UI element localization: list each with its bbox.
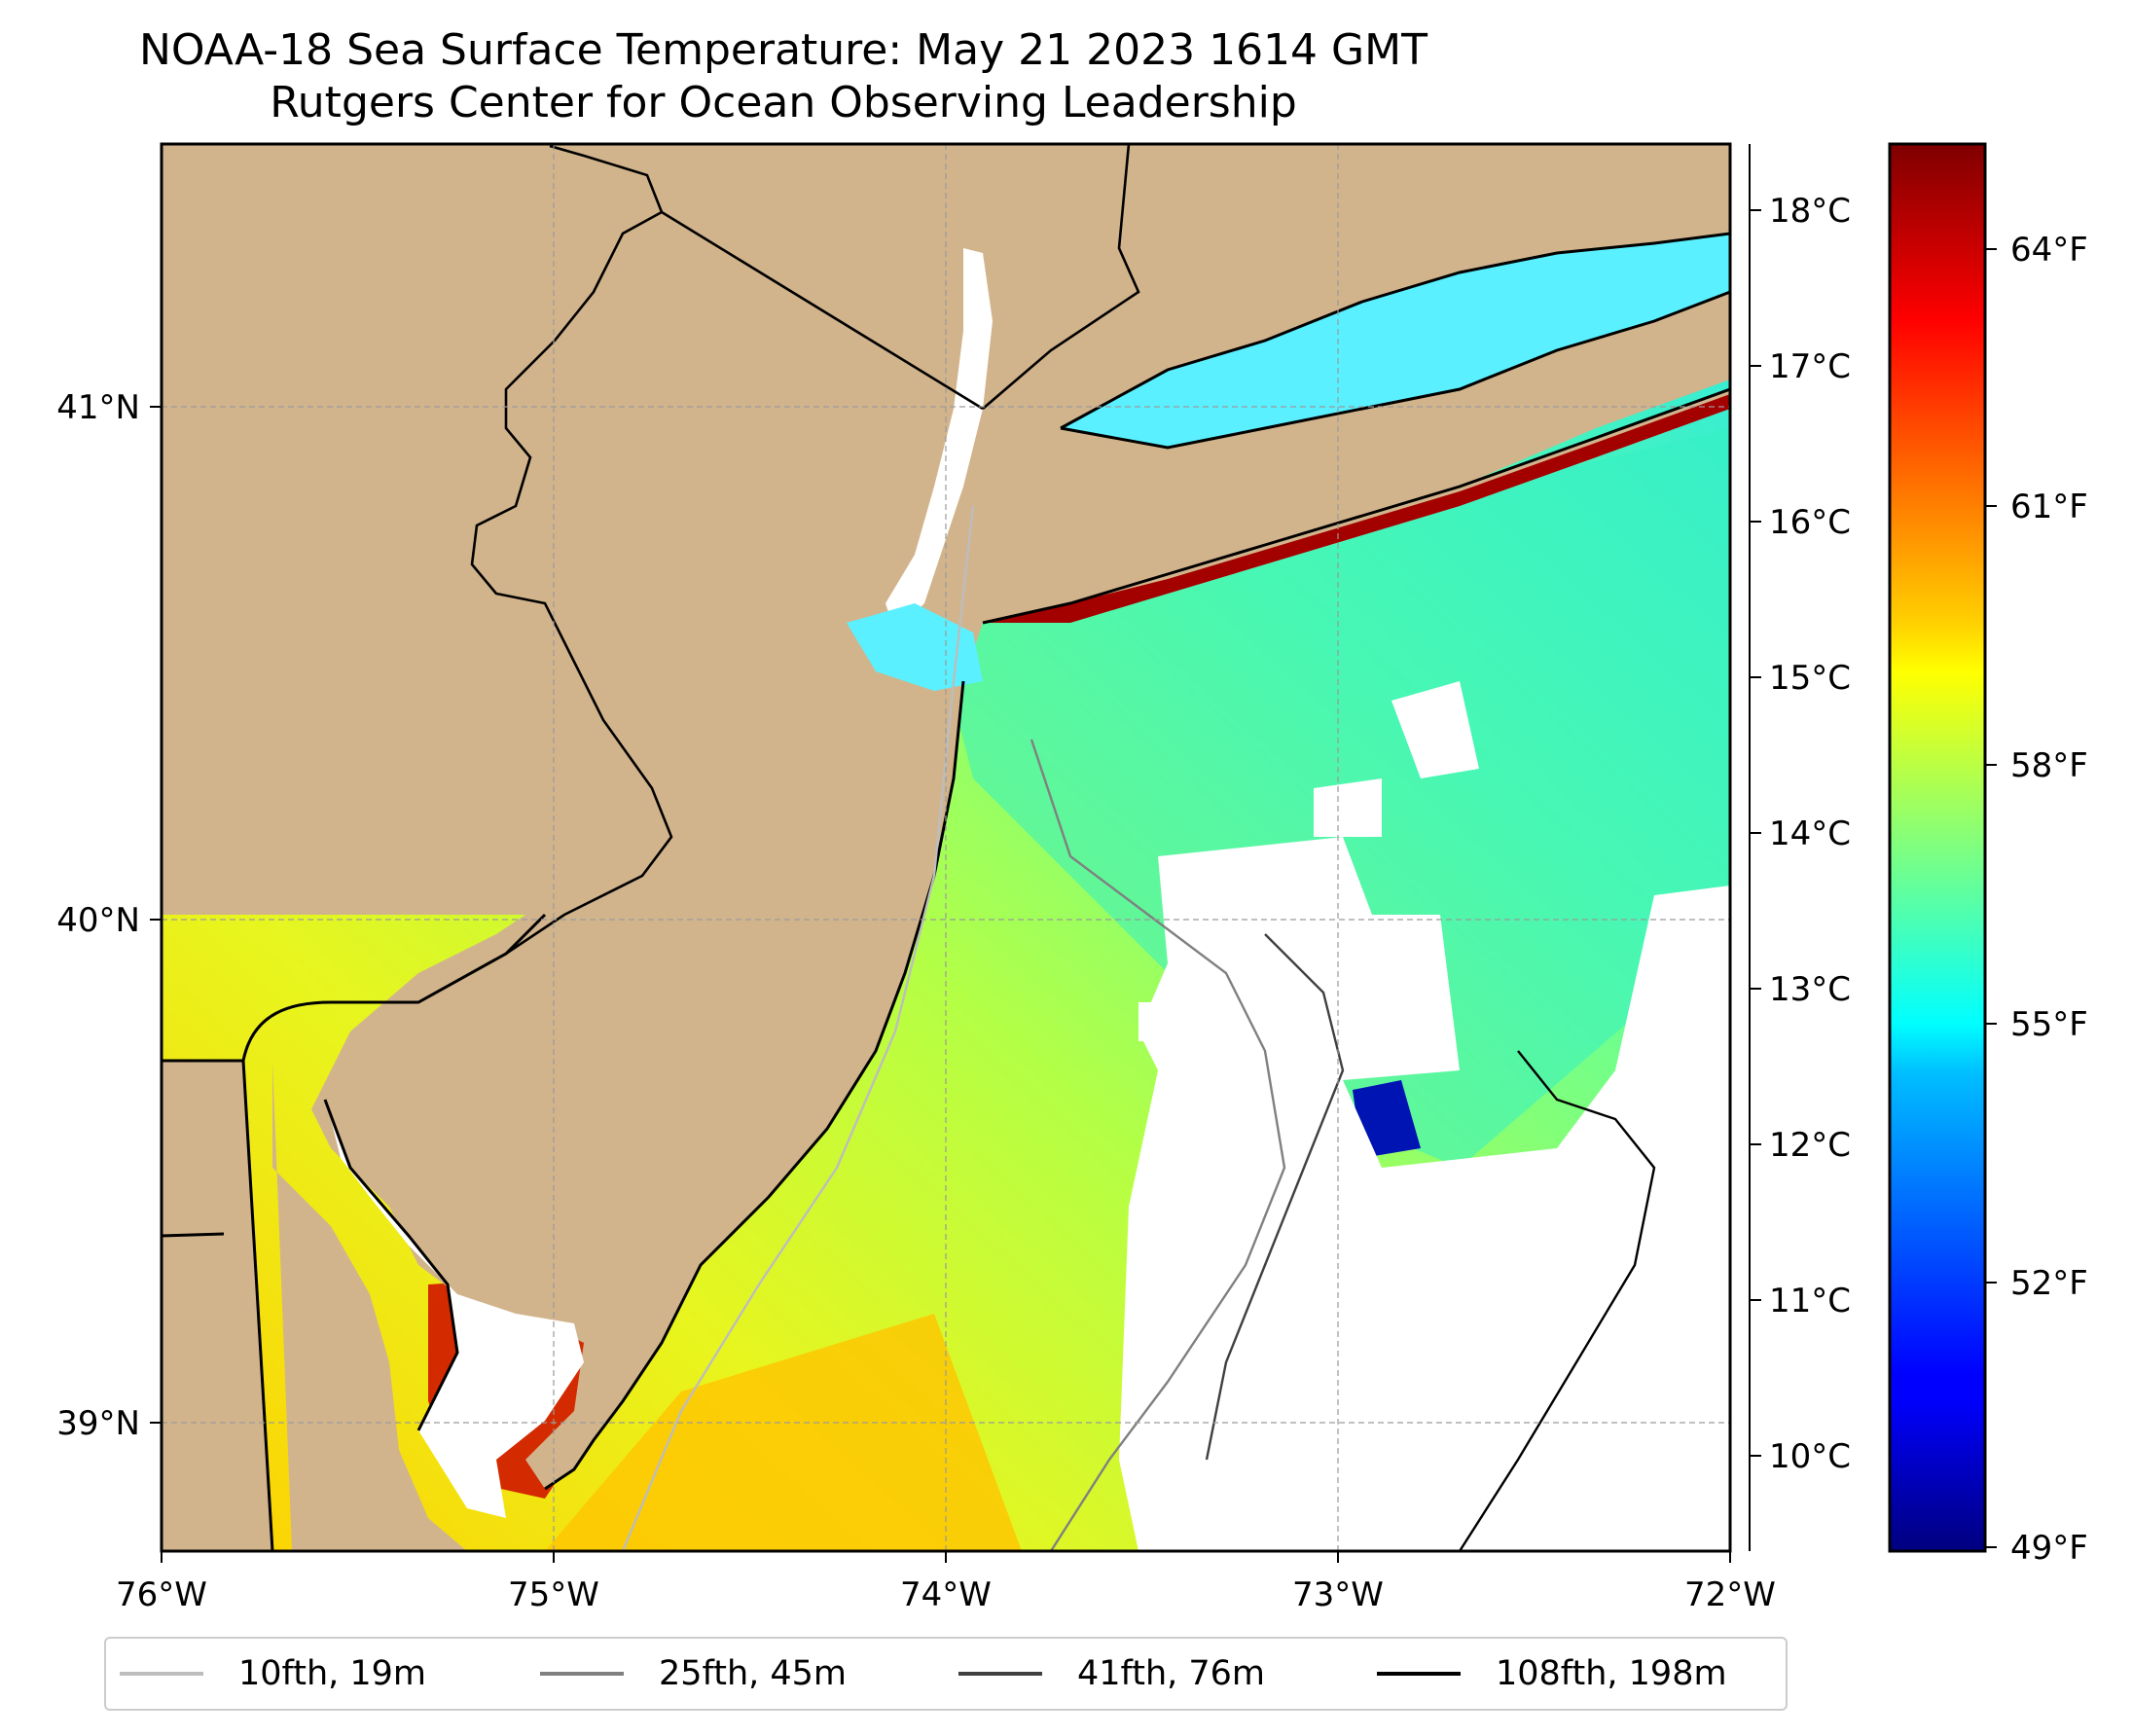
celsius-ticks [1750,209,1761,1457]
isobath-198m [1458,1050,1656,1551]
new-york-harbor [847,603,983,691]
warm-nearshore-water [545,1314,1022,1551]
land-delmarva [272,1061,467,1551]
legend-swatch [540,1672,624,1676]
legend-label: 41fth, 76m [1077,1654,1266,1693]
lon-label: 74°W [900,1575,992,1614]
celsius-labels: 18°C 17°C 16°C 15°C 14°C 13°C 12°C 11°C … [1769,192,1851,1476]
legend-swatch [958,1672,1042,1676]
map-title: NOAA-18 Sea Surface Temperature: May 21 … [139,25,1427,75]
lon-label: 72°W [1684,1575,1776,1614]
fahrenheit-labels: 64°F 61°F 58°F 55°F 52°F 49°F [2010,231,2088,1568]
lat-label: 40°N [56,901,140,940]
legend-item-10fth: 10fth, 19m [120,1639,426,1709]
celsius-label: 18°C [1769,192,1851,231]
celsius-label: 16°C [1769,503,1851,542]
cold-patch-offshore [1353,1080,1421,1158]
map-subtitle: Rutgers Center for Ocean Observing Leade… [270,78,1297,127]
cloud-mask-no-data [1119,837,1730,1551]
fahrenheit-label: 64°F [2010,231,2088,270]
delaware-bay-water [325,1100,584,1518]
lat-label: 39°N [56,1404,140,1443]
axis-ticks [150,406,1731,1563]
state-borders [470,144,1140,956]
graticule [162,144,1730,1551]
isobath-76m [1205,933,1345,1461]
legend-item-25fth: 25fth, 45m [540,1639,847,1709]
lon-label: 76°W [116,1575,207,1614]
long-island-sound [1061,234,1730,448]
map-plot-area [162,144,1730,1551]
lon-label: 73°W [1292,1575,1384,1614]
cloud-mask-small-3 [1138,1002,1177,1041]
isobath-legend: 10fth, 19m 25fth, 45m 41fth, 76m 108fth,… [104,1637,1788,1711]
latitude-labels: 41°N 40°N 39°N [56,388,140,1443]
lon-label: 75°W [508,1575,599,1614]
land-delaware [162,1061,272,1551]
legend-label: 108fth, 198m [1496,1654,1727,1693]
hudson-river [885,248,993,633]
legend-swatch [1377,1672,1461,1676]
cloud-mask-small [1391,681,1479,778]
celsius-label: 11°C [1769,1282,1851,1320]
fahrenheit-label: 55°F [2010,1005,2088,1044]
fahrenheit-label: 49°F [2010,1529,2088,1568]
celsius-label: 15°C [1769,659,1851,698]
longitude-labels: 76°W 75°W 74°W 73°W 72°W [116,1575,1776,1614]
colorbar [1888,142,1987,1553]
celsius-label: 13°C [1769,970,1851,1009]
legend-item-108fth: 108fth, 198m [1377,1639,1727,1709]
isobath-19m [621,505,975,1551]
isobath-45m [1030,739,1286,1551]
legend-label: 25fth, 45m [659,1654,848,1693]
fahrenheit-ticks [1985,248,1997,1548]
fahrenheit-label: 58°F [2010,746,2088,785]
fahrenheit-label: 52°F [2010,1264,2088,1303]
celsius-label: 17°C [1769,347,1851,386]
fahrenheit-label: 61°F [2010,488,2088,526]
legend-swatch [120,1672,203,1676]
legend-label: 10fth, 19m [238,1654,427,1693]
celsius-label: 14°C [1769,814,1851,853]
lat-label: 41°N [56,388,140,427]
legend-item-41fth: 41fth, 76m [958,1639,1265,1709]
celsius-label: 12°C [1769,1126,1851,1165]
cloud-mask-small-2 [1314,778,1382,837]
isobaths [621,505,1656,1551]
celsius-label: 10°C [1769,1437,1851,1476]
